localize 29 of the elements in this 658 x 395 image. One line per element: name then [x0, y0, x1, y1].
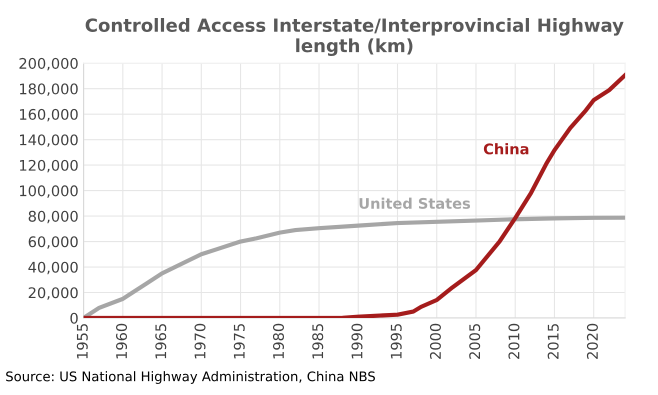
- y-tick-label: 100,000: [20, 185, 78, 198]
- y-tick-label: 60,000: [28, 236, 78, 249]
- y-tick-label: 180,000: [20, 83, 78, 96]
- y-tick-label: 200,000: [19, 58, 78, 70]
- y-tick-label: 80,000: [28, 210, 78, 224]
- x-tick-label: 1985: [312, 324, 324, 358]
- y-tick-label: 0: [70, 312, 78, 324]
- series-label: United States: [360, 198, 470, 209]
- x-tick-label: 2010: [508, 324, 520, 359]
- y-tick-label: 20,000: [28, 287, 78, 300]
- y-tick-label: 140,000: [20, 134, 78, 147]
- x-tick-label: 1955: [76, 324, 88, 358]
- x-tick-label: 1980: [272, 324, 284, 358]
- chart-title: Controlled Access Interstate/Interprovincial Highway length (km): [86, 18, 624, 56]
- x-tick-label: 1960: [116, 324, 128, 358]
- series-label: China: [484, 143, 528, 154]
- source-note: Source: US National Highway Administration, China NBS: [6, 371, 375, 384]
- y-tick-label: 120,000: [20, 160, 78, 172]
- x-tick-label: 1990: [351, 324, 362, 358]
- x-tick-label: 1995: [390, 324, 402, 358]
- y-tick-label: 160,000: [20, 108, 78, 122]
- x-tick-label: 2005: [469, 324, 480, 359]
- y-tick-label: 40,000: [28, 262, 78, 274]
- x-tick-label: 2000: [430, 324, 441, 359]
- x-tick-label: 2020: [586, 324, 598, 359]
- x-tick-label: 1965: [155, 324, 166, 358]
- x-tick-label: 2015: [548, 324, 559, 359]
- x-tick-label: 1970: [194, 324, 206, 358]
- x-tick-label: 1975: [234, 324, 245, 358]
